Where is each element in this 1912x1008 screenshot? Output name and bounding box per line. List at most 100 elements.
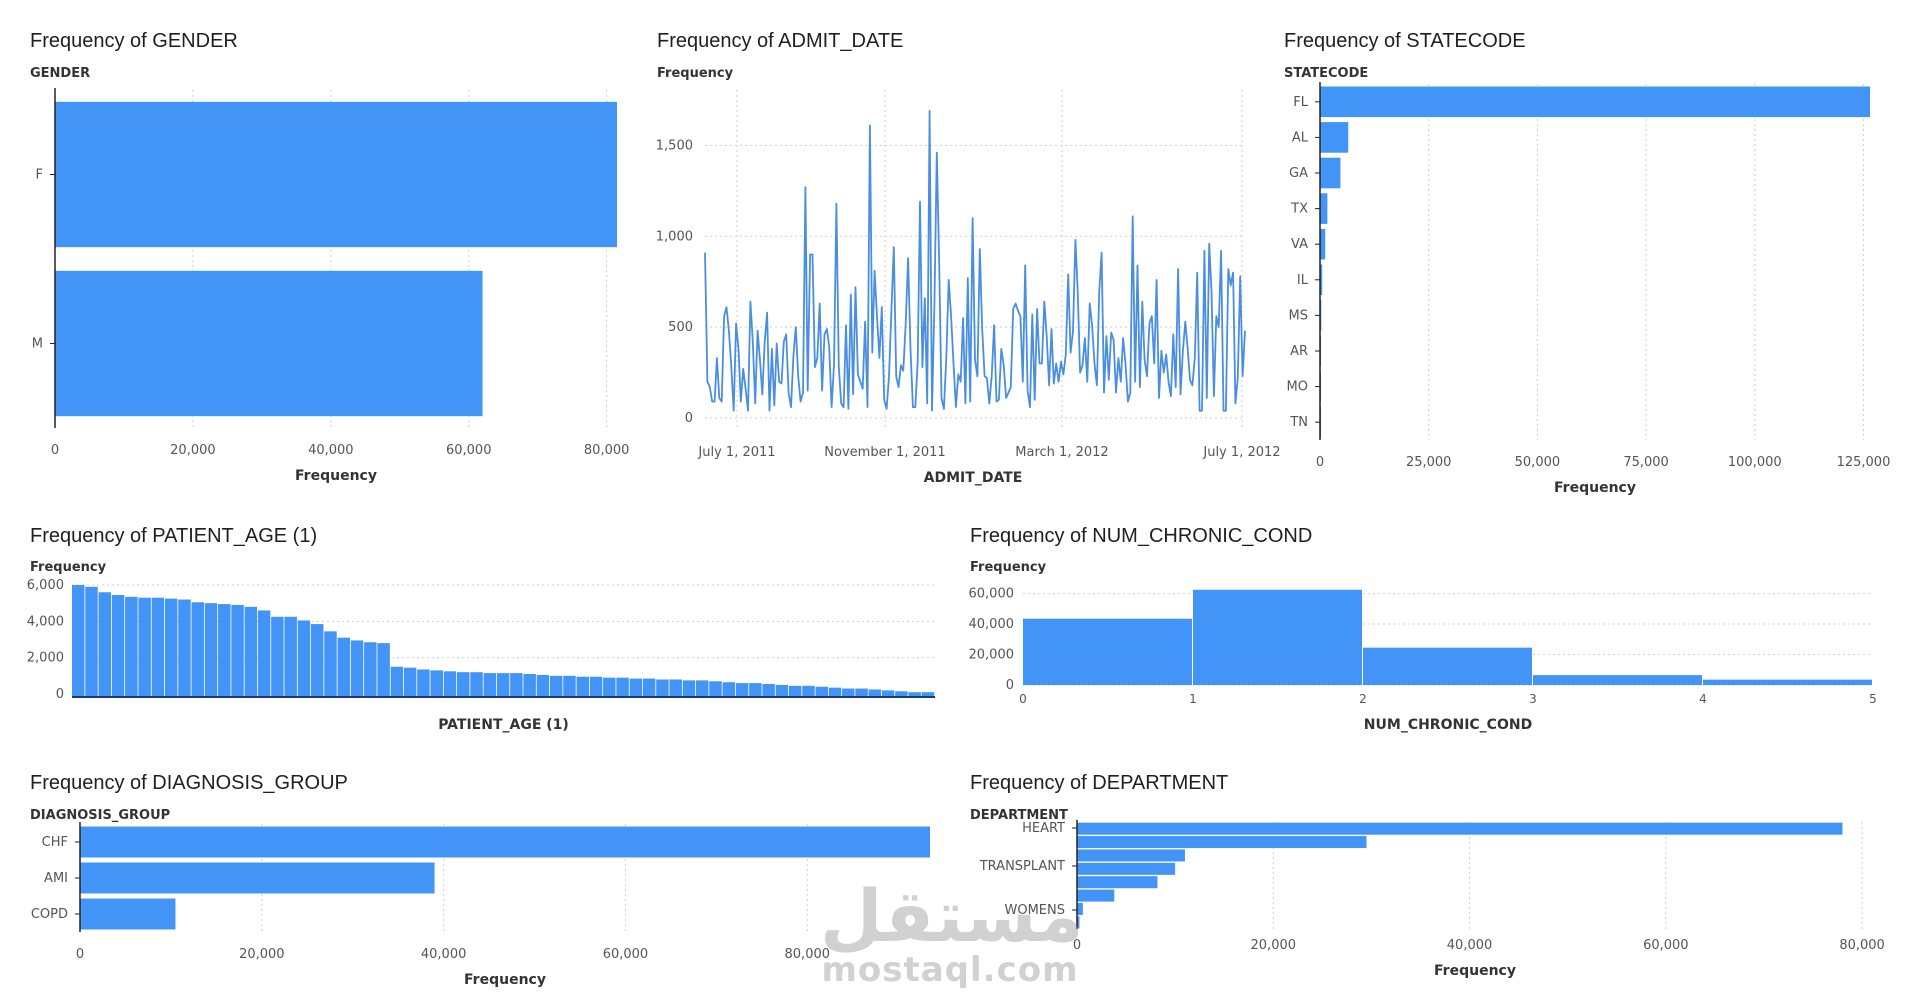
y-tick-label: AMI <box>44 871 68 886</box>
bar <box>364 642 377 697</box>
bar <box>80 826 930 858</box>
x-tick-label: July 1, 2011 <box>697 445 775 460</box>
bar <box>1077 916 1080 929</box>
x-tick-label: 0 <box>1019 692 1027 706</box>
bar <box>616 677 629 697</box>
x-tick-label: 60,000 <box>603 947 649 962</box>
bar <box>749 683 762 697</box>
y-tick-label: 1,000 <box>656 229 693 244</box>
bar <box>430 670 443 697</box>
chart-title: Frequency of GENDER <box>30 30 238 52</box>
x-tick-label: 20,000 <box>170 443 216 458</box>
bar <box>138 597 151 697</box>
bar <box>735 683 749 697</box>
y-tick-label: TX <box>1290 202 1308 217</box>
y-axis-title: GENDER <box>30 66 90 81</box>
x-tick-label: 0 <box>51 443 59 458</box>
x-axis-title: Frequency <box>295 468 377 484</box>
y-tick-label: 1,500 <box>656 138 693 153</box>
bar <box>80 898 176 930</box>
bar <box>629 678 643 697</box>
x-tick-label: 0 <box>1316 455 1324 470</box>
bar <box>603 677 616 697</box>
chart-department: Frequency of DEPARTMENT DEPARTMENT 0 20,00… <box>970 772 1885 992</box>
x-tick-label: 75,000 <box>1623 455 1669 470</box>
bar <box>204 603 218 697</box>
x-axis-title: Frequency <box>464 972 546 988</box>
x-tick-label: 40,000 <box>308 443 354 458</box>
y-tick-label: TN <box>1289 415 1308 430</box>
x-tick-label: 80,000 <box>785 947 831 962</box>
chart-gender: Frequency of GENDER GENDER 0 20,000 40,000 6… <box>30 30 630 490</box>
bar <box>324 631 337 697</box>
x-tick-label: 80,000 <box>584 443 630 458</box>
y-tick-label: TRANSPLANT <box>979 859 1065 874</box>
chart-title: Frequency of PATIENT_AGE (1) <box>30 525 318 547</box>
x-tick-label: 2 <box>1359 692 1367 706</box>
bar <box>417 669 430 697</box>
y-tick-label: 20,000 <box>969 648 1015 663</box>
y-tick-label: 60,000 <box>969 587 1015 602</box>
y-tick-label: 500 <box>668 320 693 335</box>
chart-diagnosis-group: Frequency of DIAGNOSIS_GROUP DIAGNOSIS_G… <box>30 772 950 992</box>
bar <box>1077 836 1367 849</box>
x-tick-label: 20,000 <box>1251 938 1297 953</box>
bar <box>470 672 483 697</box>
bar <box>669 679 682 697</box>
bar <box>1320 228 1326 260</box>
chart-statecode: Frequency of STATECODE STATECODE 0 25,000 5… <box>1284 30 1890 496</box>
y-tick-label: 40,000 <box>969 617 1015 632</box>
x-tick-label: 20,000 <box>239 947 285 962</box>
y-axis-title: DIAGNOSIS_GROUP <box>30 808 170 823</box>
series-line <box>704 110 1246 412</box>
watermark-arabic: مستقل <box>820 874 1084 958</box>
bar <box>868 689 882 697</box>
bar <box>85 586 98 697</box>
bar <box>828 687 842 697</box>
y-tick-label: 6,000 <box>27 578 64 593</box>
bar <box>1077 876 1158 889</box>
x-tick-label: 50,000 <box>1515 455 1561 470</box>
chart-title: Frequency of NUM_CHRONIC_COND <box>970 525 1313 547</box>
bar <box>55 101 617 248</box>
y-tick-label: CHF <box>42 835 68 850</box>
y-tick-label: AL <box>1292 130 1309 145</box>
bar <box>496 673 510 697</box>
bar <box>549 675 563 697</box>
x-tick-label: November 1, 2011 <box>824 445 945 460</box>
bar <box>1077 902 1083 915</box>
y-tick-label: AR <box>1290 344 1308 359</box>
bar <box>815 686 828 697</box>
bar <box>1363 647 1532 685</box>
chart-plot: DEPARTMENT 0 20,000 40,000 60,000 80,000 HEART… <box>970 808 1885 979</box>
bar <box>762 684 775 697</box>
bar <box>257 610 271 697</box>
bar <box>98 592 112 697</box>
bar <box>337 637 351 697</box>
bar <box>682 680 696 697</box>
x-axis-title: NUM_CHRONIC_COND <box>1364 717 1532 733</box>
bar <box>191 602 204 697</box>
bar <box>125 596 138 697</box>
bar <box>510 673 523 697</box>
x-axis-title: ADMIT_DATE <box>924 470 1023 486</box>
bar <box>1077 889 1115 902</box>
bar <box>443 671 457 697</box>
chart-plot: Frequency 0 500 1,000 1,500 July 1, 2011 Novem… <box>656 66 1281 486</box>
x-tick-label: 4 <box>1699 692 1707 706</box>
x-axis-title: PATIENT_AGE (1) <box>438 717 569 733</box>
y-tick-label: M <box>32 337 43 352</box>
bar <box>523 674 536 697</box>
bar <box>111 594 125 697</box>
bar <box>350 640 364 697</box>
bar <box>218 604 231 697</box>
chart-title: Frequency of DIAGNOSIS_GROUP <box>30 772 348 794</box>
y-tick-label: F <box>36 168 43 183</box>
y-tick-label: 2,000 <box>27 651 64 666</box>
y-axis-title: Frequency <box>970 560 1047 575</box>
bar <box>1023 618 1192 685</box>
bar <box>696 680 709 697</box>
bar <box>151 597 165 697</box>
y-tick-label: WOMENS <box>1005 903 1066 918</box>
bar <box>722 682 736 697</box>
